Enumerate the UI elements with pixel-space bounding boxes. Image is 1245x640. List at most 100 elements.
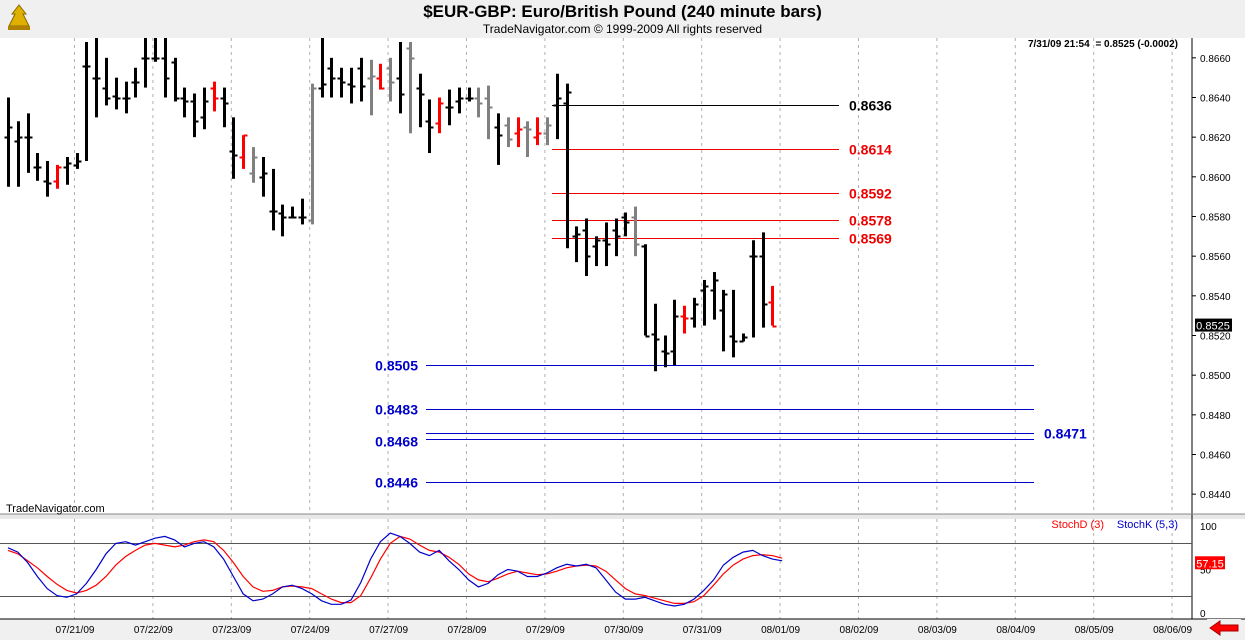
time-axis-label: 07/24/09	[291, 625, 330, 636]
ohlc-bar	[33, 153, 42, 181]
last-price-tag-bg	[1195, 318, 1232, 332]
ohlc-bar	[73, 153, 82, 169]
copyright-subtitle: TradeNavigator.com © 1999-2009 All right…	[482, 22, 763, 36]
ohlc-bar	[239, 134, 248, 169]
time-axis-label: 07/30/09	[604, 625, 643, 636]
ohlc-bar	[425, 99, 434, 154]
ohlc-bar	[759, 232, 768, 328]
ohlc-bar	[327, 57, 336, 98]
ohlc-bar	[729, 289, 738, 358]
stochastic-series	[7, 532, 783, 607]
price-tick-label: 0.8480	[1200, 411, 1231, 422]
ohlc-bar	[553, 73, 562, 140]
time-axis-label: 07/29/09	[526, 625, 565, 636]
ohlc-bar	[435, 97, 444, 134]
stochastic-axis-ticks: 100 50 0	[1200, 522, 1217, 620]
readout-value: = 0.8525 (-0.0002)	[1095, 39, 1178, 50]
ohlc-bar	[210, 81, 219, 112]
stoch-d-line	[7, 535, 783, 605]
chart-area: 7/31/09 21:54 = 0.8525 (-0.0002) 0.86600…	[0, 38, 1245, 640]
ohlc-bar	[592, 236, 601, 267]
ohlc-bar	[455, 87, 464, 114]
ohlc-bar	[259, 157, 268, 197]
ohlc-bar	[533, 117, 542, 146]
ohlc-bar	[739, 333, 748, 343]
ohlc-bar	[416, 73, 425, 128]
ohlc-bar	[112, 77, 121, 110]
ohlc-bar	[514, 117, 523, 148]
stoch-d-legend: StochD (3)	[1051, 519, 1104, 531]
watermark-text: TradeNavigator.com	[6, 503, 105, 515]
ohlc-bar	[572, 226, 581, 263]
ohlc-bar	[768, 285, 777, 328]
ohlc-bar	[4, 97, 13, 187]
stochastic-last-tag-text: 57.15	[1196, 558, 1224, 570]
ohlc-bar	[298, 198, 307, 225]
time-axis-label: 08/04/09	[996, 625, 1035, 636]
ohlc-bar	[200, 87, 209, 130]
price-levels: 0.8636 0.8614 0.8592 0.8578 0.8569 0.8505 0.84…	[375, 98, 1087, 491]
time-axis-label: 07/28/09	[448, 625, 487, 636]
price-tick-label: 0.8620	[1200, 133, 1231, 144]
ohlc-bar	[504, 117, 513, 148]
price-tick-label: 0.8460	[1200, 451, 1231, 462]
scroll-left-arrow-icon[interactable]	[1207, 619, 1241, 637]
ohlc-bar	[151, 38, 160, 62]
stoch-k-legend: StochK (5,3)	[1117, 519, 1178, 531]
ohlc-bar	[249, 147, 258, 183]
ohlc-bar	[406, 41, 415, 134]
ohlc-bar	[82, 41, 91, 161]
readout-timestamp: 7/31/09 21:54	[1028, 39, 1090, 50]
ohlc-bar	[14, 121, 23, 187]
price-level-label: 0.8505	[375, 358, 418, 374]
time-axis-label: 08/06/09	[1153, 625, 1192, 636]
ohlc-bar	[602, 222, 611, 267]
price-level-label: 0.8471	[1044, 426, 1087, 442]
ohlc-bar	[102, 57, 111, 106]
ohlc-bar	[719, 289, 728, 352]
time-axis-label: 07/21/09	[56, 625, 95, 636]
stochastic-reference-lines	[0, 543, 1192, 597]
ohlc-bar	[445, 89, 454, 126]
price-tick-label: 0.8560	[1200, 252, 1231, 263]
ohlc-bar	[690, 297, 699, 328]
time-axis-label: 07/22/09	[134, 625, 173, 636]
ohlc-bar	[474, 87, 483, 118]
ohlc-bar	[367, 59, 376, 116]
time-axis-label: 08/05/09	[1075, 625, 1114, 636]
time-axis-background	[0, 619, 1245, 640]
ohlc-bar	[318, 38, 327, 98]
ohlc-bar	[288, 206, 297, 219]
ohlc-bar	[131, 67, 140, 98]
ohlc-bar	[661, 335, 670, 368]
price-level-label: 0.8614	[849, 142, 892, 158]
ohlc-bar	[710, 272, 719, 320]
price-level-label: 0.8636	[849, 98, 892, 114]
ohlc-bar	[161, 38, 170, 98]
ohlc-bar	[92, 38, 101, 118]
trade-navigator-logo-icon	[4, 2, 34, 32]
ohlc-bar	[376, 63, 385, 90]
ohlc-bar	[122, 81, 131, 114]
stochastic-tick-label: 50	[1200, 566, 1212, 577]
ohlc-bars	[4, 38, 777, 372]
ohlc-bar	[612, 218, 621, 257]
panel-splitter[interactable]	[0, 514, 1245, 519]
time-axis-label: 08/03/09	[918, 625, 957, 636]
ohlc-bar	[563, 83, 572, 249]
ohlc-bar	[396, 41, 405, 114]
price-readout: 7/31/09 21:54 = 0.8525 (-0.0002)	[1028, 39, 1178, 50]
time-axis-labels: 07/21/09 07/22/09 07/23/09 07/24/09 07/27/09…	[56, 625, 1193, 636]
price-tick-label: 0.8580	[1200, 213, 1231, 224]
ohlc-bar	[43, 160, 52, 197]
price-panel-background	[0, 38, 1192, 514]
time-axis-label: 08/01/09	[761, 625, 800, 636]
ohlc-bar	[465, 87, 474, 102]
stochastic-tick-label: 100	[1200, 522, 1217, 533]
price-tick-label: 0.8520	[1200, 332, 1231, 343]
ohlc-bar	[180, 87, 189, 118]
ohlc-bar	[347, 67, 356, 104]
ohlc-bar	[700, 279, 709, 326]
stochastic-last-tag: 57.15	[1195, 556, 1225, 570]
stoch-k-line	[7, 532, 783, 607]
